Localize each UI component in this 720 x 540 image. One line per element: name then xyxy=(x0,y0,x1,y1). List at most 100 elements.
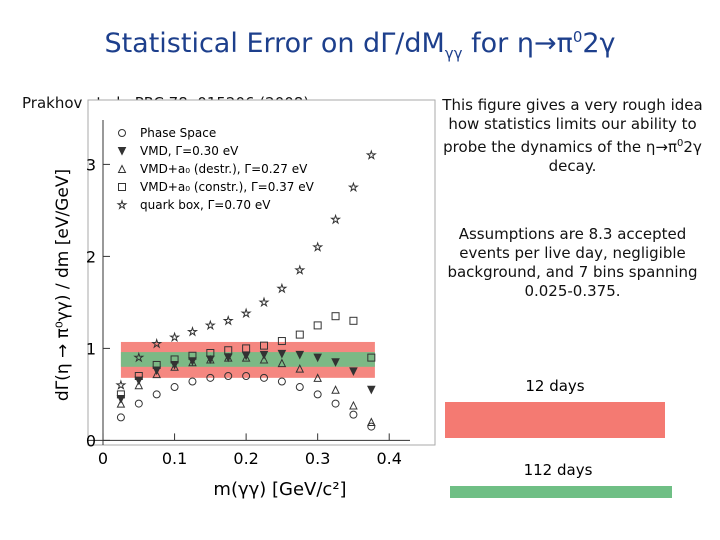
point xyxy=(277,349,287,359)
point xyxy=(116,413,125,422)
point xyxy=(276,282,288,294)
title-text: Statistical Error on dΓ/dM xyxy=(104,28,445,59)
y-tick-label: 1 xyxy=(86,339,96,358)
x-tick-label: 0 xyxy=(98,449,108,468)
point xyxy=(258,296,270,308)
note-arrow: → xyxy=(655,138,668,156)
title-text: π xyxy=(556,28,573,59)
point xyxy=(331,312,340,321)
point xyxy=(134,399,143,408)
legend-marker xyxy=(118,183,126,191)
point xyxy=(295,350,305,360)
point xyxy=(367,353,376,362)
point xyxy=(331,385,340,394)
point xyxy=(224,346,233,355)
point xyxy=(313,353,322,363)
point xyxy=(349,400,358,410)
legend-label: VMD+a₀ (destr.), Γ=0.27 eV xyxy=(140,162,308,176)
y-tick-label: 2 xyxy=(86,247,96,266)
point xyxy=(277,358,287,368)
note: This figure gives a very rough idea how … xyxy=(440,96,705,176)
point xyxy=(242,372,251,380)
legend-marker xyxy=(118,129,126,137)
note-text: This figure gives a very rough idea how … xyxy=(442,96,703,156)
point xyxy=(313,390,322,399)
point xyxy=(168,331,181,343)
point xyxy=(294,264,306,275)
point xyxy=(349,410,358,419)
point xyxy=(206,354,215,364)
point xyxy=(259,354,269,364)
legend-label: VMD, Γ=0.30 eV xyxy=(140,144,239,158)
x-tick-label: 0.3 xyxy=(305,449,330,468)
note-text: π xyxy=(668,138,678,156)
point xyxy=(347,181,359,193)
legend-marker xyxy=(117,164,127,173)
point xyxy=(133,351,145,363)
point xyxy=(186,325,199,337)
point xyxy=(134,380,144,390)
point xyxy=(116,390,125,399)
point xyxy=(367,422,376,431)
point xyxy=(313,321,322,330)
point xyxy=(222,314,234,326)
title-sub: γγ xyxy=(444,44,463,63)
point xyxy=(295,383,304,392)
point xyxy=(260,341,269,350)
point xyxy=(116,398,126,408)
x-tick-label: 0.2 xyxy=(233,449,258,468)
point xyxy=(152,360,161,369)
point xyxy=(365,149,377,160)
x-tick-label: 0.1 xyxy=(162,449,187,468)
point xyxy=(367,385,376,395)
point xyxy=(367,417,376,426)
point xyxy=(170,355,179,364)
legend-marker xyxy=(116,199,128,210)
y-tick-label: 0 xyxy=(86,431,96,450)
band-swatch xyxy=(445,402,665,438)
title-text: for η xyxy=(462,28,534,59)
slide-title: Statistical Error on dΓ/dMγγ for η→π02γ xyxy=(0,28,720,62)
point xyxy=(224,372,233,380)
x-axis-label: m(γγ) [GeV/c²] xyxy=(213,479,346,500)
error-band xyxy=(120,352,375,367)
point xyxy=(330,213,342,225)
point xyxy=(331,358,340,367)
point xyxy=(295,330,304,339)
point xyxy=(115,379,127,390)
note-sup: 0 xyxy=(677,138,684,149)
point xyxy=(241,352,251,362)
point xyxy=(349,316,358,325)
point xyxy=(312,241,324,252)
point xyxy=(295,364,305,373)
point xyxy=(188,351,197,360)
point xyxy=(260,373,269,382)
point xyxy=(204,319,216,331)
point xyxy=(313,373,322,382)
legend-marker xyxy=(117,147,127,156)
y-tick-label: 3 xyxy=(86,155,96,174)
y-axis-label: dΓ(η → π⁰γγ) / dm [eV/GeV] xyxy=(53,169,73,401)
legend-label: quark box, Γ=0.70 eV xyxy=(140,198,271,212)
point xyxy=(223,352,233,362)
point xyxy=(277,377,286,386)
point xyxy=(277,337,286,346)
point xyxy=(188,377,197,386)
point xyxy=(188,357,197,367)
point xyxy=(206,349,215,357)
title-arrow: → xyxy=(533,28,557,59)
point xyxy=(240,307,252,319)
point xyxy=(170,362,179,371)
point xyxy=(206,373,215,382)
band-swatch xyxy=(450,486,672,498)
plot-frame xyxy=(87,99,436,446)
point xyxy=(349,367,358,377)
point xyxy=(152,369,161,379)
point xyxy=(170,383,179,392)
point xyxy=(242,344,251,353)
title-text: 2γ xyxy=(582,28,616,59)
point xyxy=(152,390,161,399)
legend-label: VMD+a₀ (constr.), Γ=0.37 eV xyxy=(140,180,315,194)
